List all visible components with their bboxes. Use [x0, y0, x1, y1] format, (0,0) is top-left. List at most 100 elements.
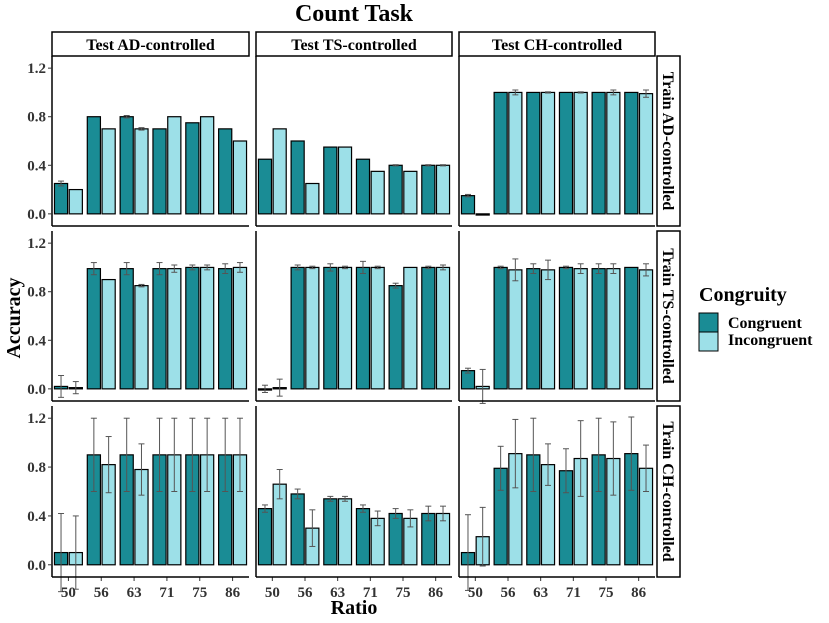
legend-key-incongruent — [698, 331, 719, 352]
bar-congruent — [218, 268, 233, 390]
bar-congruent — [558, 266, 574, 390]
bar-incongruent — [199, 266, 215, 390]
legend-key-congruent — [698, 312, 719, 333]
x-tick-label: 50 — [468, 585, 483, 601]
panel: 50 56 63 71 75 86 0.0 0.4 0.8 1.2 — [27, 406, 249, 601]
bar-incongruent — [101, 278, 116, 390]
bar-congruent — [624, 91, 639, 215]
x-tick-label: 56 — [501, 585, 517, 601]
bar-incongruent — [638, 269, 654, 390]
y-tick-label: 0.0 — [27, 207, 46, 223]
chart-title: Count Task — [295, 1, 414, 27]
x-tick-label: 71 — [566, 585, 581, 601]
x-tick-label: 50 — [265, 585, 280, 601]
bar-incongruent — [232, 140, 248, 215]
bar-congruent — [185, 266, 200, 390]
bar-incongruent — [337, 498, 353, 566]
bar-incongruent — [68, 188, 83, 215]
column-strip-label: Test AD-controlled — [86, 37, 215, 54]
bar-congruent — [421, 266, 436, 390]
column-strip-box — [51, 31, 250, 57]
bar-incongruent — [305, 182, 320, 215]
bar-incongruent — [167, 268, 182, 390]
x-tick-label: 86 — [428, 585, 444, 601]
bar-congruent — [558, 91, 574, 215]
bar-congruent — [152, 128, 167, 215]
panel: 0.0 0.4 0.8 1.2 — [27, 56, 249, 227]
bar-congruent — [493, 266, 508, 390]
x-tick-label: 71 — [363, 585, 378, 601]
y-tick-label: 0.8 — [27, 285, 46, 301]
row-strip-box — [656, 55, 681, 227]
panel — [458, 56, 655, 227]
bar-congruent — [526, 91, 541, 215]
bar-incongruent — [508, 91, 523, 215]
column-strip-box — [255, 31, 453, 57]
bar-incongruent — [403, 170, 418, 215]
x-axis-title: Ratio — [331, 597, 378, 619]
bar-congruent — [119, 268, 134, 390]
facet-grid: Test AD-controlled Test TS-controlled Test… — [27, 31, 681, 601]
y-tick-label: 1.2 — [27, 411, 46, 427]
bar-congruent — [86, 268, 102, 390]
bar-congruent — [323, 266, 338, 390]
x-tick-label: 63 — [330, 585, 345, 601]
bar-congruent — [119, 116, 134, 215]
y-tick-label: 0.4 — [27, 333, 46, 349]
bar-incongruent — [573, 91, 588, 215]
y-tick-label: 0.8 — [27, 110, 46, 126]
x-tick-label: 50 — [61, 585, 76, 601]
y-tick-label: 0.0 — [27, 558, 46, 574]
bar-congruent — [388, 512, 403, 566]
bar-congruent — [493, 91, 508, 215]
bar-incongruent — [167, 116, 182, 215]
x-tick-label: 75 — [396, 585, 411, 601]
x-tick-label: 75 — [599, 585, 614, 601]
bar-incongruent — [232, 266, 248, 390]
y-axis-title: Accuracy — [3, 277, 25, 358]
bar-congruent — [290, 140, 305, 215]
x-tick-label: 86 — [631, 585, 647, 601]
bar-congruent — [290, 493, 305, 566]
bar-congruent — [460, 195, 476, 215]
bar-congruent — [152, 268, 167, 390]
bar-incongruent — [475, 213, 490, 216]
bar-congruent — [388, 285, 403, 390]
bar-incongruent — [370, 266, 385, 390]
bar-incongruent — [134, 128, 149, 215]
column-strip-label: Test TS-controlled — [291, 37, 417, 54]
bar-incongruent — [606, 91, 621, 215]
bar-incongruent — [370, 170, 385, 215]
bar-congruent — [591, 268, 606, 390]
bar-congruent — [257, 158, 273, 215]
x-tick-label: 56 — [298, 585, 314, 601]
bar-incongruent — [305, 266, 320, 390]
legend: Congruity Congruent Incongruent — [698, 284, 813, 352]
row-strip-label: Train CH-controlled — [659, 421, 676, 561]
bar-incongruent — [403, 266, 418, 390]
bar-congruent — [323, 146, 338, 215]
row-strip-box — [656, 405, 681, 578]
column-strip-box — [458, 31, 656, 57]
bar-congruent — [591, 91, 606, 215]
bar-incongruent — [435, 164, 451, 215]
y-tick-label: 1.2 — [27, 61, 46, 77]
panel — [458, 231, 655, 404]
x-tick-label: 86 — [225, 585, 241, 601]
bar-congruent — [218, 128, 233, 215]
x-tick-label: 56 — [94, 585, 110, 601]
bar-incongruent — [540, 269, 556, 390]
row-strip-label: Train TS-controlled — [659, 248, 676, 384]
y-tick-label: 0.4 — [27, 158, 46, 174]
x-tick-label: 75 — [192, 585, 207, 601]
bar-congruent — [355, 266, 371, 390]
column-strip-label: Test CH-controlled — [492, 37, 622, 54]
bar-congruent — [257, 508, 273, 566]
y-tick-label: 0.8 — [27, 460, 46, 476]
panel: 50 56 63 71 75 86 — [458, 406, 655, 601]
bar-incongruent — [272, 128, 287, 215]
x-tick-label: 63 — [533, 585, 548, 601]
bar-congruent — [624, 266, 639, 390]
panel: 50 56 63 71 75 86 — [255, 406, 452, 601]
